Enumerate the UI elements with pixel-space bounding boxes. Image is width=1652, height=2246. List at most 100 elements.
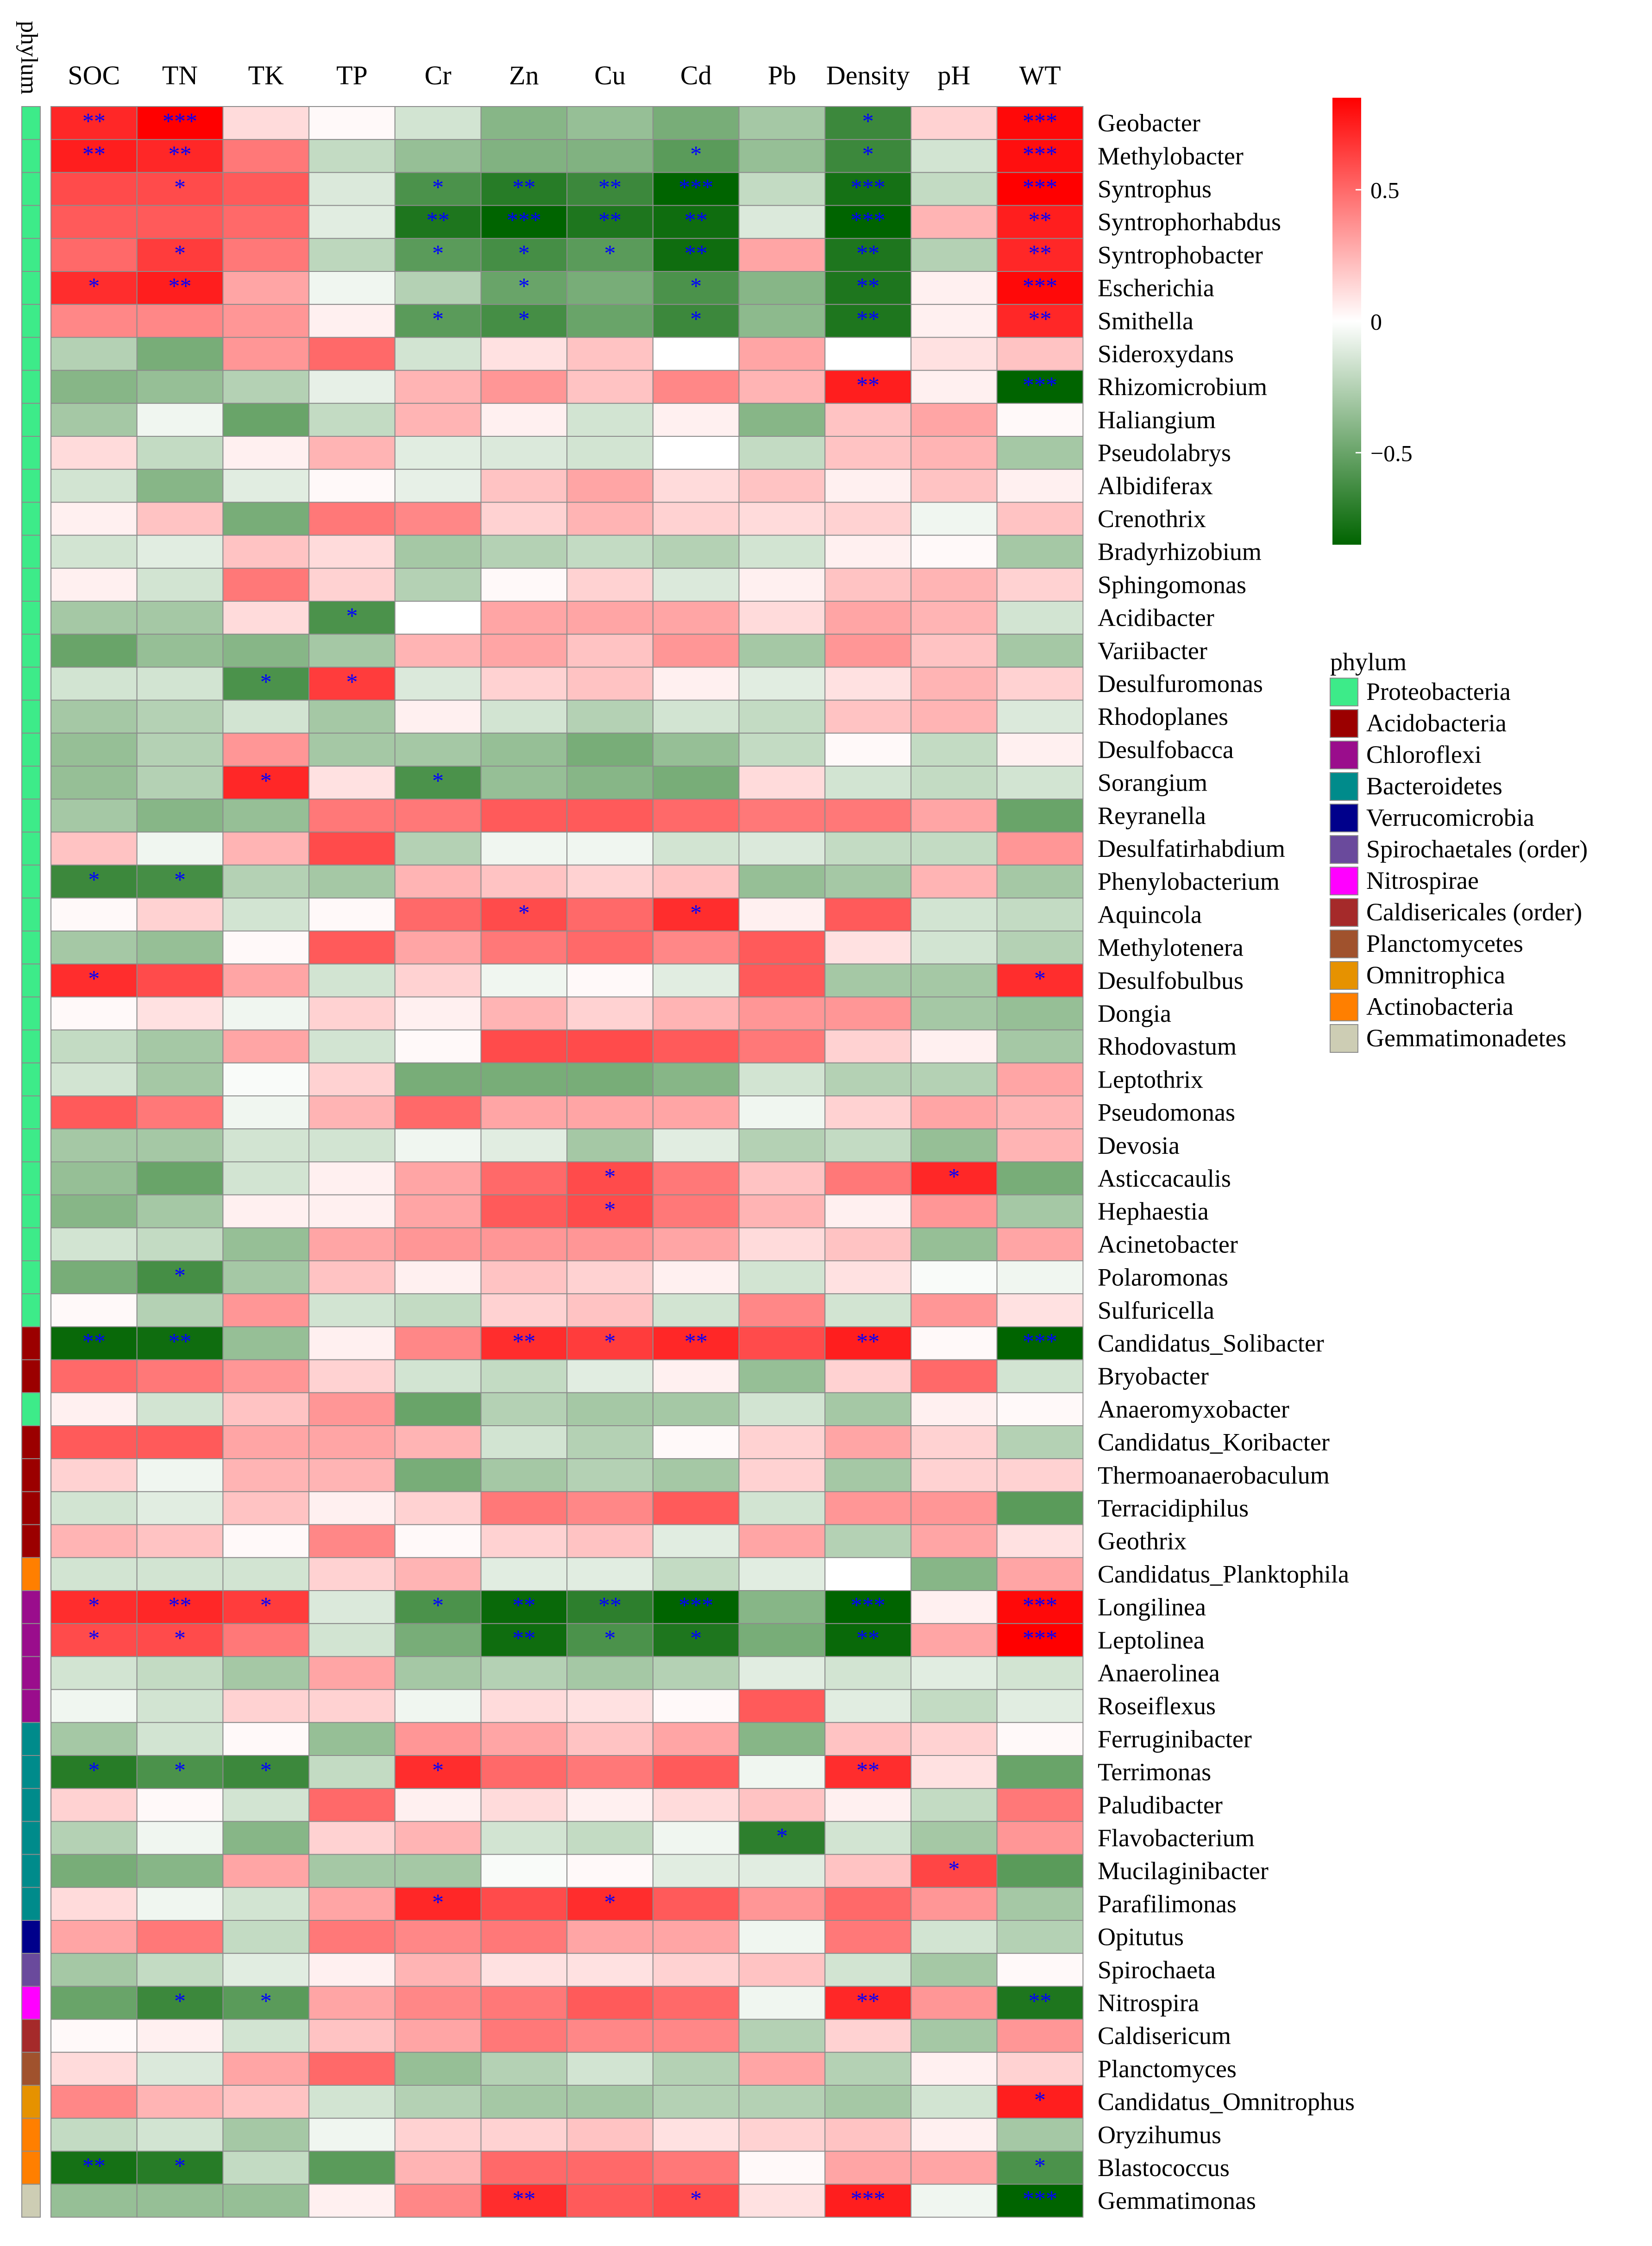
significance-marker: *** xyxy=(163,108,197,134)
heatmap-cell xyxy=(566,271,653,305)
heatmap-cell xyxy=(996,337,1084,371)
legend-swatch xyxy=(1330,993,1358,1021)
heatmap-cell xyxy=(394,502,482,536)
annotation-cell xyxy=(21,1953,41,1987)
heatmap-cell xyxy=(50,1788,138,1822)
significance-marker: ** xyxy=(169,273,192,299)
heatmap-cell xyxy=(566,1689,653,1723)
row-label: Desulfuromonas xyxy=(1098,670,1263,698)
heatmap-cell xyxy=(996,1392,1084,1427)
annotation-cell xyxy=(21,1491,41,1525)
heatmap-cell xyxy=(394,1095,482,1130)
heatmap-cell xyxy=(480,238,568,272)
heatmap-cell xyxy=(996,1887,1084,1921)
row-label: Sorangium xyxy=(1098,769,1207,797)
row-label: Reyranella xyxy=(1098,802,1206,830)
heatmap-cell xyxy=(652,2118,740,2152)
heatmap-cell xyxy=(824,831,912,866)
significance-marker: ** xyxy=(856,1757,879,1783)
heatmap-cell xyxy=(394,601,482,635)
heatmap-cell xyxy=(996,403,1084,437)
legend-swatch xyxy=(1330,772,1358,801)
heatmap-cell xyxy=(566,304,653,338)
heatmap-cell xyxy=(911,1029,998,1063)
heatmap-cell xyxy=(222,2183,310,2218)
heatmap-cell xyxy=(308,996,396,1031)
annotation-column-title: phylum xyxy=(16,21,42,94)
heatmap-cell xyxy=(50,766,138,800)
heatmap-cell xyxy=(394,1227,482,1262)
heatmap-cell xyxy=(394,1326,482,1360)
significance-marker: ** xyxy=(685,240,708,266)
significance-marker: * xyxy=(346,603,358,629)
heatmap-cell xyxy=(480,1227,568,1262)
heatmap-cell xyxy=(222,897,310,932)
heatmap-cell xyxy=(222,304,310,338)
heatmap-cell xyxy=(480,205,568,239)
significance-marker: * xyxy=(862,141,874,167)
heatmap-cell xyxy=(480,699,568,734)
heatmap-cell xyxy=(136,1194,224,1228)
heatmap-cell xyxy=(222,2151,310,2185)
heatmap-cell xyxy=(738,1623,826,1657)
significance-marker: * xyxy=(88,965,100,991)
significance-marker: *** xyxy=(678,174,713,200)
row-label: Bryobacter xyxy=(1098,1362,1209,1390)
heatmap-cell xyxy=(824,667,912,701)
heatmap-cell xyxy=(824,1854,912,1888)
heatmap-cell xyxy=(824,766,912,800)
heatmap-cell xyxy=(50,2183,138,2218)
row-label: Geothrix xyxy=(1098,1527,1187,1555)
heatmap-cell xyxy=(50,436,138,470)
annotation-cell xyxy=(21,271,41,305)
row-label: Candidatus_Koribacter xyxy=(1098,1428,1330,1456)
heatmap-cell xyxy=(996,567,1084,602)
significance-marker: ** xyxy=(856,1988,879,2013)
heatmap-cell xyxy=(566,1986,653,2020)
heatmap-cell xyxy=(394,1161,482,1195)
annotation-cell xyxy=(21,1656,41,1690)
heatmap-cell xyxy=(996,1953,1084,1987)
heatmap-cell xyxy=(50,2085,138,2119)
annotation-cell xyxy=(21,1986,41,2020)
heatmap-cell xyxy=(480,897,568,932)
heatmap-cell xyxy=(652,1425,740,1460)
heatmap-cell xyxy=(222,139,310,173)
heatmap-cell xyxy=(222,205,310,239)
legend-swatch xyxy=(1330,930,1358,958)
heatmap-cell xyxy=(652,2085,740,2119)
row-label: Syntrophobacter xyxy=(1098,241,1263,269)
heatmap-cell xyxy=(738,996,826,1031)
heatmap-cell xyxy=(480,1062,568,1097)
heatmap-cell xyxy=(480,732,568,767)
significance-marker: ** xyxy=(82,1328,106,1354)
heatmap-cell xyxy=(394,205,482,239)
heatmap-cell xyxy=(480,1524,568,1558)
heatmap-cell xyxy=(824,1887,912,1921)
row-label: Longilinea xyxy=(1098,1593,1206,1621)
row-label: Caldisericum xyxy=(1098,2022,1231,2050)
heatmap-cell xyxy=(222,1095,310,1130)
heatmap-cell xyxy=(308,172,396,206)
heatmap-cell xyxy=(738,337,826,371)
heatmap-cell xyxy=(222,931,310,965)
heatmap-cell xyxy=(480,106,568,140)
heatmap-cell xyxy=(308,1392,396,1427)
heatmap-cell xyxy=(50,1062,138,1097)
heatmap-cell xyxy=(652,2183,740,2218)
heatmap-cell xyxy=(308,1689,396,1723)
heatmap-cell xyxy=(308,667,396,701)
significance-marker: *** xyxy=(678,1592,713,1618)
heatmap-cell xyxy=(566,469,653,503)
heatmap-cell xyxy=(996,1194,1084,1228)
heatmap-cell xyxy=(480,1392,568,1427)
heatmap-cell xyxy=(50,931,138,965)
row-label: Oryzihumus xyxy=(1098,2121,1221,2149)
heatmap-cell xyxy=(996,699,1084,734)
heatmap-cell xyxy=(652,535,740,569)
annotation-cell xyxy=(21,1029,41,1063)
heatmap-cell xyxy=(394,1821,482,1855)
heatmap-cell xyxy=(308,864,396,899)
heatmap-cell xyxy=(996,1821,1084,1855)
legend-label: Bacteroidetes xyxy=(1366,772,1502,800)
